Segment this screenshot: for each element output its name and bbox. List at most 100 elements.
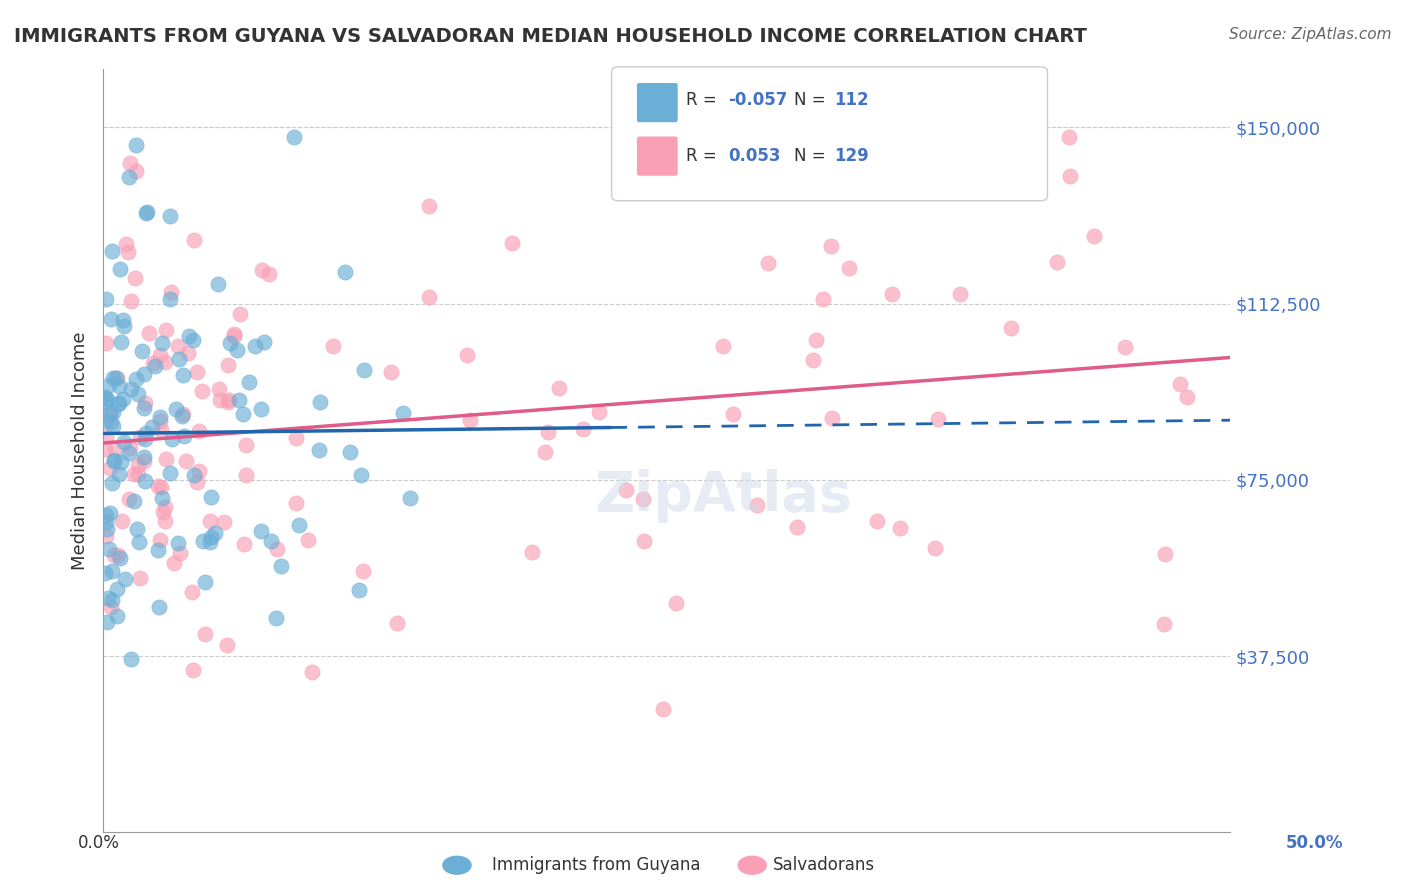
Salvadorans xyxy=(790,171,813,186)
Immigrants from Guyana xyxy=(101,404,124,418)
Salvadorans xyxy=(94,430,117,444)
Salvadorans xyxy=(1083,228,1105,243)
Salvadorans xyxy=(235,438,257,452)
Immigrants from Guyana xyxy=(308,394,330,409)
Text: ZipAtlas: ZipAtlas xyxy=(595,469,852,524)
Salvadorans xyxy=(120,294,142,309)
Immigrants from Guyana xyxy=(148,600,170,615)
Salvadorans xyxy=(806,333,828,347)
Immigrants from Guyana xyxy=(131,343,153,358)
Immigrants from Guyana xyxy=(226,343,249,357)
Immigrants from Guyana xyxy=(107,397,129,411)
Immigrants from Guyana xyxy=(249,524,271,539)
Immigrants from Guyana xyxy=(339,445,361,459)
Text: 0.053: 0.053 xyxy=(728,147,780,165)
Salvadorans xyxy=(94,529,117,543)
Salvadorans xyxy=(838,261,860,276)
Text: Salvadorans: Salvadorans xyxy=(773,856,876,874)
Salvadorans xyxy=(149,423,172,437)
Salvadorans xyxy=(1059,169,1081,183)
Immigrants from Guyana xyxy=(134,368,156,382)
Immigrants from Guyana xyxy=(194,574,217,589)
Salvadorans xyxy=(880,287,903,301)
Immigrants from Guyana xyxy=(162,432,184,446)
Immigrants from Guyana xyxy=(110,455,132,469)
Salvadorans xyxy=(149,414,172,428)
Salvadorans xyxy=(172,407,194,421)
Immigrants from Guyana xyxy=(169,351,191,366)
Immigrants from Guyana xyxy=(94,414,117,428)
Immigrants from Guyana xyxy=(96,523,118,537)
Immigrants from Guyana xyxy=(166,536,188,550)
Immigrants from Guyana xyxy=(94,508,117,523)
Immigrants from Guyana xyxy=(94,391,117,405)
Immigrants from Guyana xyxy=(127,386,149,401)
Salvadorans xyxy=(665,596,688,610)
Immigrants from Guyana xyxy=(308,443,330,458)
Immigrants from Guyana xyxy=(100,312,122,326)
Immigrants from Guyana xyxy=(100,564,122,578)
Immigrants from Guyana xyxy=(260,533,283,548)
Text: 129: 129 xyxy=(834,147,869,165)
Immigrants from Guyana xyxy=(103,454,125,468)
Salvadorans xyxy=(548,381,571,395)
Salvadorans xyxy=(180,585,202,599)
Immigrants from Guyana xyxy=(135,426,157,441)
Immigrants from Guyana xyxy=(141,419,163,434)
Salvadorans xyxy=(162,556,184,570)
Salvadorans xyxy=(152,505,174,519)
Salvadorans xyxy=(811,293,834,307)
Salvadorans xyxy=(132,454,155,468)
Salvadorans xyxy=(224,328,246,343)
Salvadorans xyxy=(155,452,177,467)
Salvadorans xyxy=(115,237,138,252)
Immigrants from Guyana xyxy=(96,392,118,406)
Immigrants from Guyana xyxy=(204,526,226,541)
Salvadorans xyxy=(217,395,239,409)
Salvadorans xyxy=(142,356,165,370)
Immigrants from Guyana xyxy=(108,261,131,276)
Salvadorans xyxy=(522,545,544,559)
Salvadorans xyxy=(222,327,245,342)
Salvadorans xyxy=(924,541,946,555)
Salvadorans xyxy=(889,521,911,535)
Salvadorans xyxy=(104,442,127,457)
Salvadorans xyxy=(301,665,323,679)
Salvadorans xyxy=(1153,616,1175,631)
Immigrants from Guyana xyxy=(132,450,155,464)
Immigrants from Guyana xyxy=(107,396,129,410)
Immigrants from Guyana xyxy=(125,137,148,152)
Immigrants from Guyana xyxy=(96,292,118,306)
Immigrants from Guyana xyxy=(392,406,415,420)
Immigrants from Guyana xyxy=(399,491,422,505)
Immigrants from Guyana xyxy=(159,293,181,307)
Salvadorans xyxy=(129,430,152,444)
Immigrants from Guyana xyxy=(122,493,145,508)
Salvadorans xyxy=(285,431,308,445)
Immigrants from Guyana xyxy=(108,551,131,566)
Salvadorans xyxy=(98,408,121,422)
Immigrants from Guyana xyxy=(350,467,373,482)
Immigrants from Guyana xyxy=(104,370,127,384)
Immigrants from Guyana xyxy=(232,407,254,421)
Text: R =: R = xyxy=(686,147,723,165)
Immigrants from Guyana xyxy=(134,432,156,446)
Salvadorans xyxy=(257,267,280,281)
Salvadorans xyxy=(186,365,208,379)
Immigrants from Guyana xyxy=(264,611,287,625)
Immigrants from Guyana xyxy=(108,467,131,481)
Salvadorans xyxy=(228,307,250,321)
Immigrants from Guyana xyxy=(112,319,135,334)
Immigrants from Guyana xyxy=(105,608,128,623)
Immigrants from Guyana xyxy=(172,368,194,382)
Immigrants from Guyana xyxy=(238,375,260,389)
Salvadorans xyxy=(297,533,319,548)
Salvadorans xyxy=(149,348,172,362)
Immigrants from Guyana xyxy=(191,533,214,548)
Immigrants from Guyana xyxy=(117,446,139,460)
Salvadorans xyxy=(460,413,482,427)
Immigrants from Guyana xyxy=(112,435,135,450)
Immigrants from Guyana xyxy=(107,379,129,393)
Salvadorans xyxy=(1114,340,1136,354)
Salvadorans xyxy=(187,424,209,438)
